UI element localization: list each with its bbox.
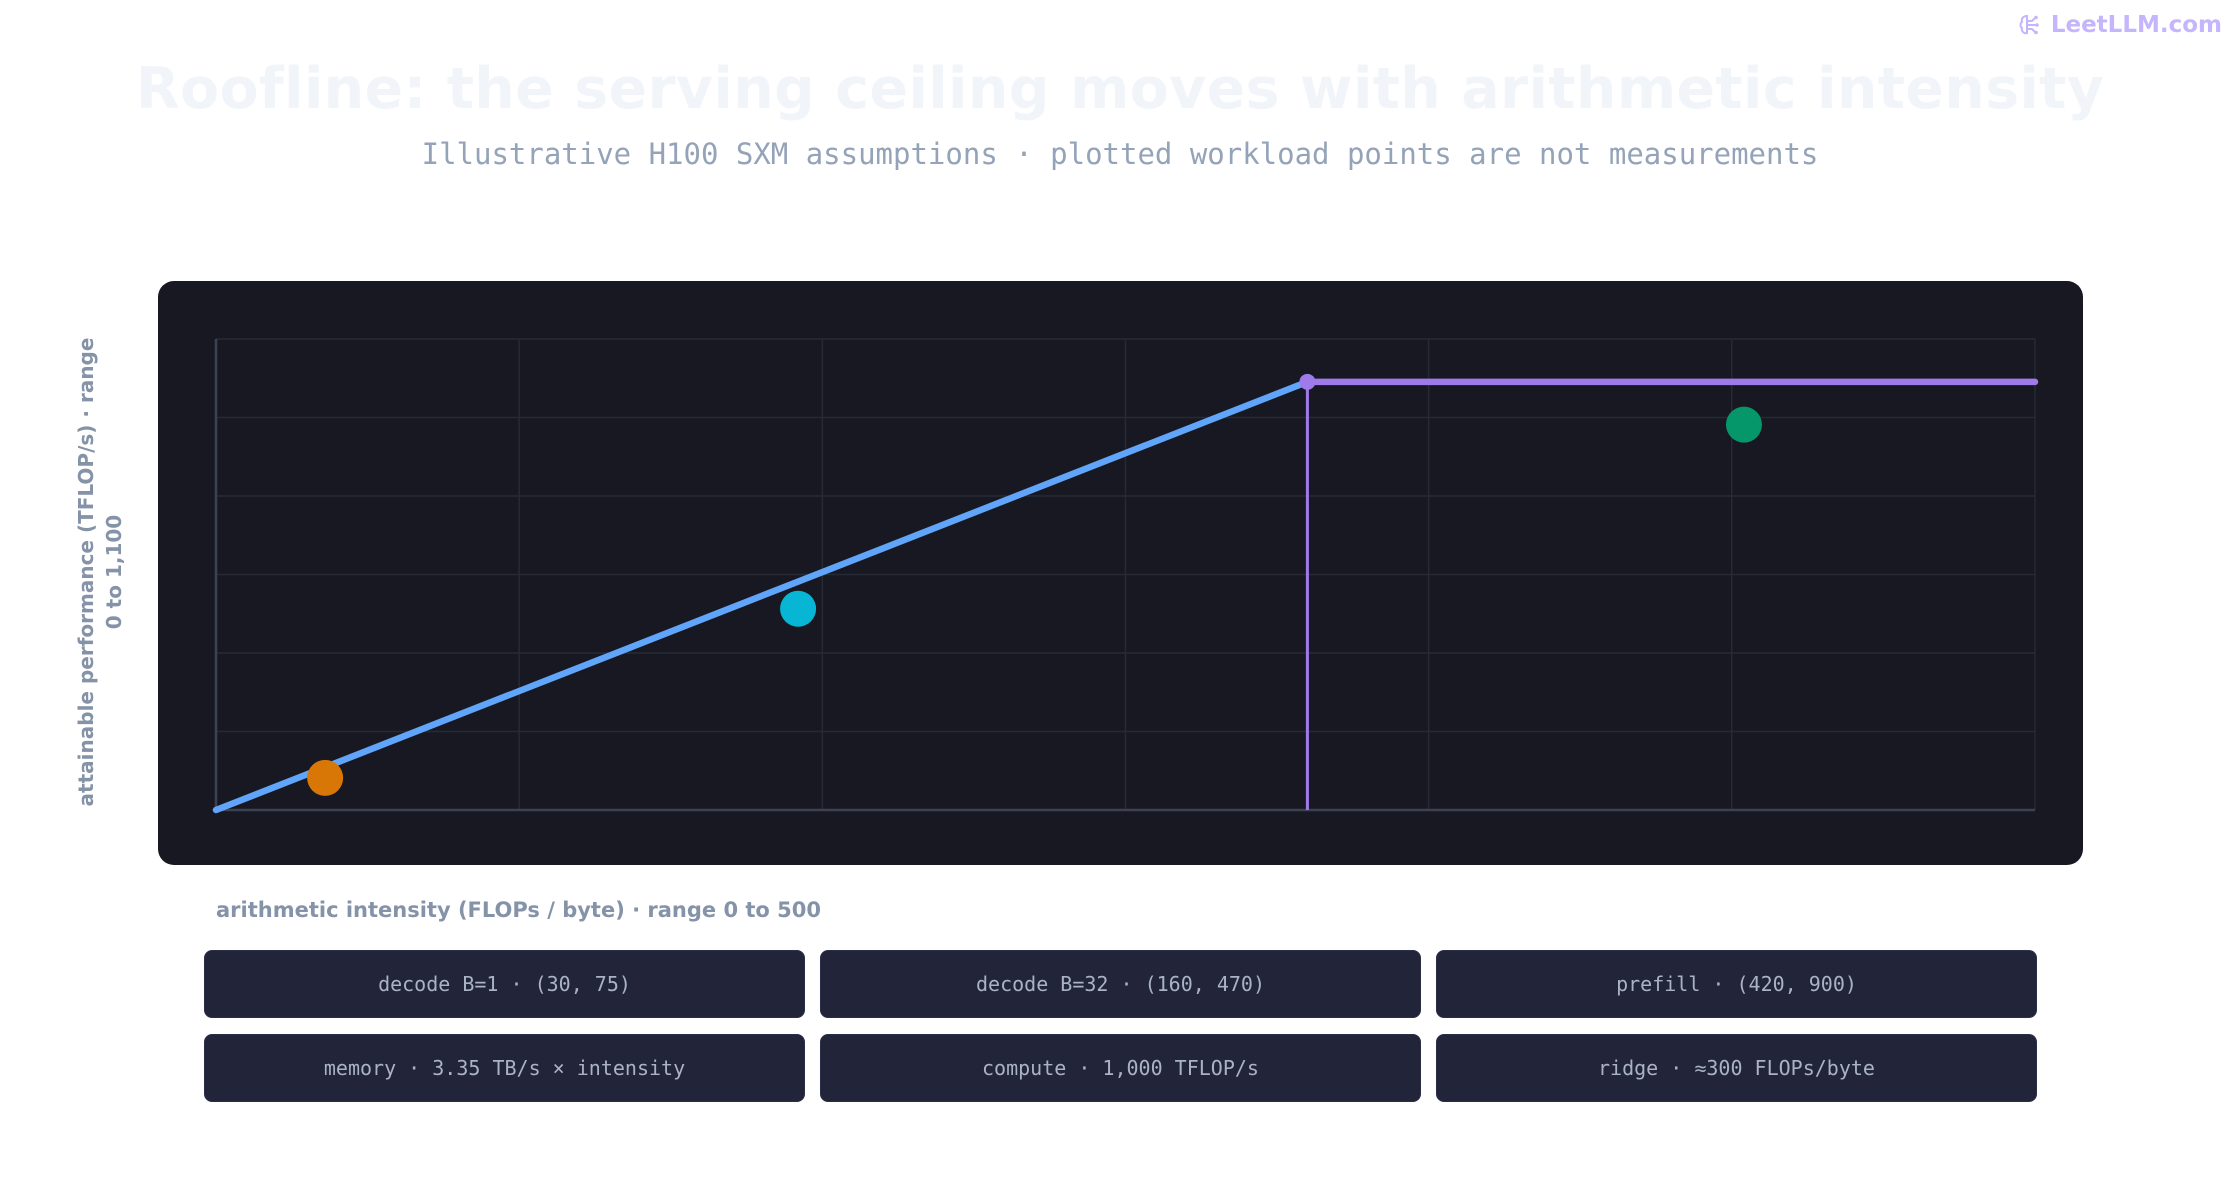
- workload-points: [307, 406, 1762, 796]
- chart-panel: [158, 281, 2083, 865]
- card-memory: memory · 3.35 TB/s × intensity: [204, 1034, 805, 1102]
- card-prefill: prefill · (420, 900): [1436, 950, 2037, 1018]
- brand-text: LeetLLM.com: [2050, 12, 2222, 38]
- card-decode-b1: decode B=1 · (30, 75): [204, 950, 805, 1018]
- brand-logo[interactable]: LeetLLM.com: [2017, 12, 2222, 38]
- roofline: [212, 373, 2039, 814]
- y-axis-label: attainable performance (TFLOP/s) · range…: [74, 337, 126, 807]
- brain-icon: [2019, 14, 2039, 35]
- card-decode-b32: decode B=32 · (160, 470): [820, 950, 1421, 1018]
- point-prefill: [1725, 406, 1762, 443]
- point-decode-b-32: [780, 590, 817, 627]
- card-ridge: ridge · ≈300 FLOPs/byte: [1436, 1034, 2037, 1102]
- memory-roof-line: [212, 378, 1311, 814]
- card-compute: compute · 1,000 TFLOP/s: [820, 1034, 1421, 1102]
- roofline-chart: [212, 338, 2039, 814]
- legend-cards: decode B=1 · (30, 75) decode B=32 · (160…: [204, 950, 2037, 1102]
- ridge-point: [1299, 373, 1316, 390]
- x-axis-label: arithmetic intensity (FLOPs / byte) · ra…: [216, 898, 821, 922]
- grid: [216, 338, 2036, 810]
- page-subtitle: Illustrative H100 SXM assumptions · plot…: [421, 137, 1819, 171]
- axes: [214, 339, 2035, 812]
- point-decode-b-1: [307, 759, 344, 796]
- page-title: Roofline: the serving ceiling moves with…: [135, 56, 2105, 122]
